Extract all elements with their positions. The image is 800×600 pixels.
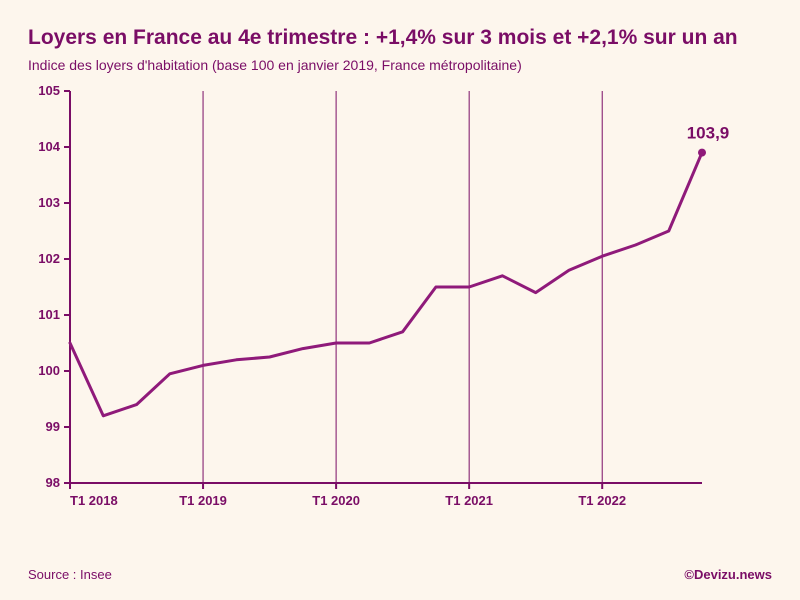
chart-area: 98 99 100 101 102 103 104 105 T1 2018 T1 2019 T1 2… — [28, 83, 772, 559]
y-tick-label: 99 — [46, 419, 60, 434]
y-tick-label: 98 — [46, 475, 60, 490]
y-tick-label: 102 — [38, 251, 60, 266]
line-chart: 98 99 100 101 102 103 104 105 T1 2018 T1 2019 T1 2… — [28, 83, 772, 513]
x-tick-label: T1 2021 — [445, 493, 493, 508]
credit-text: ©Devizu.news — [684, 567, 772, 582]
x-tick-label: T1 2018 — [70, 493, 118, 508]
source-text: Source : Insee — [28, 567, 112, 582]
data-line — [70, 153, 702, 416]
y-tick-label: 104 — [38, 139, 60, 154]
x-tick-label: T1 2020 — [312, 493, 360, 508]
x-tick-label: T1 2022 — [578, 493, 626, 508]
chart-title: Loyers en France au 4e trimestre : +1,4%… — [28, 24, 772, 51]
y-tick-label: 105 — [38, 83, 60, 98]
end-value-label: 103,9 — [687, 124, 730, 143]
y-tick-label: 100 — [38, 363, 60, 378]
chart-subtitle: Indice des loyers d'habitation (base 100… — [28, 57, 772, 73]
x-tick-label: T1 2019 — [179, 493, 227, 508]
end-marker — [698, 149, 706, 157]
y-tick-label: 103 — [38, 195, 60, 210]
y-tick-label: 101 — [38, 307, 60, 322]
